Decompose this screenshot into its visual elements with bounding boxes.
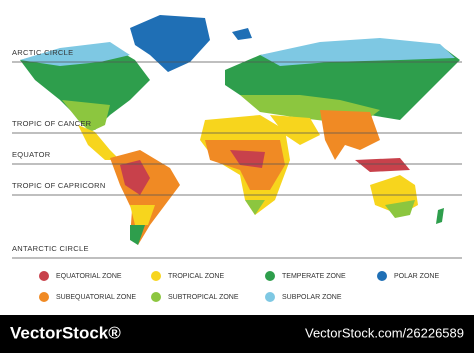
legend-label: SUBTROPICAL ZONE bbox=[168, 294, 239, 301]
legend-label: TEMPERATE ZONE bbox=[282, 273, 346, 280]
central-america bbox=[78, 125, 120, 160]
legend-label: SUBEQUATORIAL ZONE bbox=[56, 294, 136, 301]
greenland bbox=[130, 15, 210, 72]
latitude-label: TROPIC OF CANCER bbox=[12, 119, 92, 128]
svalbard bbox=[232, 28, 252, 40]
legend-swatch bbox=[265, 271, 275, 281]
africa-subtropical bbox=[245, 200, 265, 215]
legend-label: EQUATORIAL ZONE bbox=[56, 273, 122, 280]
latitude-label: ANTARCTIC CIRCLE bbox=[12, 244, 89, 253]
legend-label: SUBPOLAR ZONE bbox=[282, 294, 342, 301]
new-zealand bbox=[436, 208, 444, 224]
footer-brand: VectorStock® bbox=[10, 323, 121, 342]
continents bbox=[20, 15, 460, 245]
legend-label: TROPICAL ZONE bbox=[168, 273, 224, 280]
indonesia bbox=[355, 158, 410, 172]
legend-label: POLAR ZONE bbox=[394, 273, 439, 280]
latitude-label: EQUATOR bbox=[12, 150, 51, 159]
legend-swatch bbox=[39, 271, 49, 281]
legend-swatch bbox=[265, 292, 275, 302]
footer-id: VectorStock.com/26226589 bbox=[305, 325, 464, 340]
legend-swatch bbox=[151, 292, 161, 302]
legend-swatch bbox=[39, 292, 49, 302]
north-america bbox=[20, 45, 150, 130]
latitude-label: TROPIC OF CAPRICORN bbox=[12, 181, 106, 190]
north-america-subpolar bbox=[20, 42, 130, 66]
middle-east bbox=[270, 115, 320, 145]
south-america-tropical bbox=[130, 205, 155, 225]
north-america-subtropical bbox=[62, 100, 110, 132]
south-asia bbox=[320, 110, 380, 160]
south-america-temperate bbox=[130, 225, 145, 245]
latitude-lines: ARCTIC CIRCLE TROPIC OF CANCER EQUATOR TROP… bbox=[12, 48, 462, 259]
south-america-equatorial bbox=[120, 160, 150, 195]
legend-swatch bbox=[377, 271, 387, 281]
africa-equatorial bbox=[230, 150, 265, 168]
legend: EQUATORIAL ZONE TROPICAL ZONE TEMPERATE ZO… bbox=[39, 271, 439, 302]
legend-swatch bbox=[151, 271, 161, 281]
eurasia-subpolar bbox=[260, 38, 455, 66]
footer-band bbox=[0, 315, 474, 353]
australia-subtropical bbox=[385, 200, 415, 218]
latitude-label: ARCTIC CIRCLE bbox=[12, 48, 73, 57]
